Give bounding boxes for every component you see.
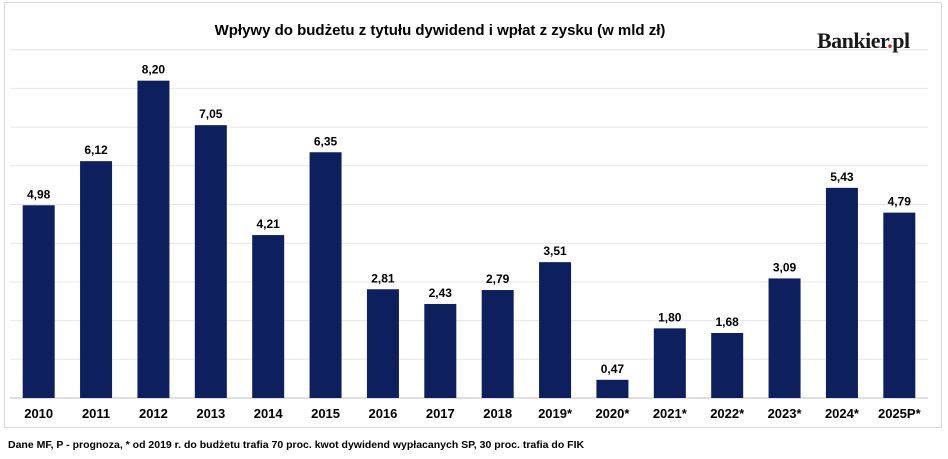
chart-title: Wpływy do budżetu z tytułu dywidend i wp… (214, 22, 666, 39)
bar-2010 (22, 205, 55, 398)
bar-2012 (137, 80, 170, 398)
logo-dot: . (887, 28, 893, 53)
bar-2025P* (883, 212, 916, 398)
bar-2024* (825, 187, 858, 398)
bar-2019* (539, 262, 572, 398)
bar-2022* (711, 332, 744, 398)
value-label: 6,12 (84, 143, 108, 157)
category-label: 2017 (426, 406, 455, 421)
bar-2018 (481, 290, 514, 398)
category-label: 2010 (24, 406, 53, 421)
category-label: 2020* (595, 406, 630, 421)
value-label: 3,51 (543, 244, 567, 258)
value-label: 8,20 (142, 63, 166, 77)
category-label: 2018 (483, 406, 512, 421)
category-label: 2012 (139, 406, 168, 421)
value-label: 4,79 (888, 195, 912, 209)
bar-2014 (252, 235, 285, 398)
value-label: 2,81 (371, 271, 395, 285)
bar-2021* (653, 328, 686, 398)
category-label: 2016 (368, 406, 397, 421)
category-label: 2011 (82, 406, 110, 421)
bar-chart: 4,98 2010 6,12 2011 8,20 2012 7,05 2013 4,21 2014… (10, 49, 928, 421)
bankier-logo: Bankier.pl (817, 28, 910, 54)
value-label: 4,98 (27, 187, 51, 201)
category-label: 2022* (710, 406, 745, 421)
value-label: 2,43 (429, 286, 453, 300)
logo-name: Bankier (817, 28, 888, 53)
value-label: 7,05 (199, 107, 223, 121)
value-label: 5,43 (830, 170, 854, 184)
value-label: 0,47 (601, 362, 625, 376)
bar-2017 (424, 303, 457, 398)
category-label: 2021* (653, 406, 688, 421)
category-label: 2024* (825, 406, 860, 421)
bar-2013 (194, 125, 227, 398)
bar-2020* (596, 379, 629, 398)
value-label: 1,80 (658, 310, 682, 324)
bar-2015 (309, 152, 342, 398)
value-label: 6,35 (314, 134, 338, 148)
value-label: 4,21 (257, 217, 281, 231)
category-label: 2013 (196, 406, 225, 421)
category-label: 2014 (254, 406, 284, 421)
category-label: 2025P* (878, 406, 922, 421)
logo-suffix: pl (892, 28, 910, 53)
value-label: 2,79 (486, 272, 510, 286)
value-label: 1,68 (716, 315, 740, 329)
bar-2016 (366, 289, 399, 398)
bar-2011 (80, 161, 113, 398)
value-label: 3,09 (773, 260, 797, 274)
footnote: Dane MF, P - prognoza, * od 2019 r. do b… (8, 439, 585, 451)
bar-2023* (768, 278, 801, 398)
category-label: 2015 (311, 406, 340, 421)
category-label: 2023* (768, 406, 803, 421)
category-label: 2019* (538, 406, 573, 421)
